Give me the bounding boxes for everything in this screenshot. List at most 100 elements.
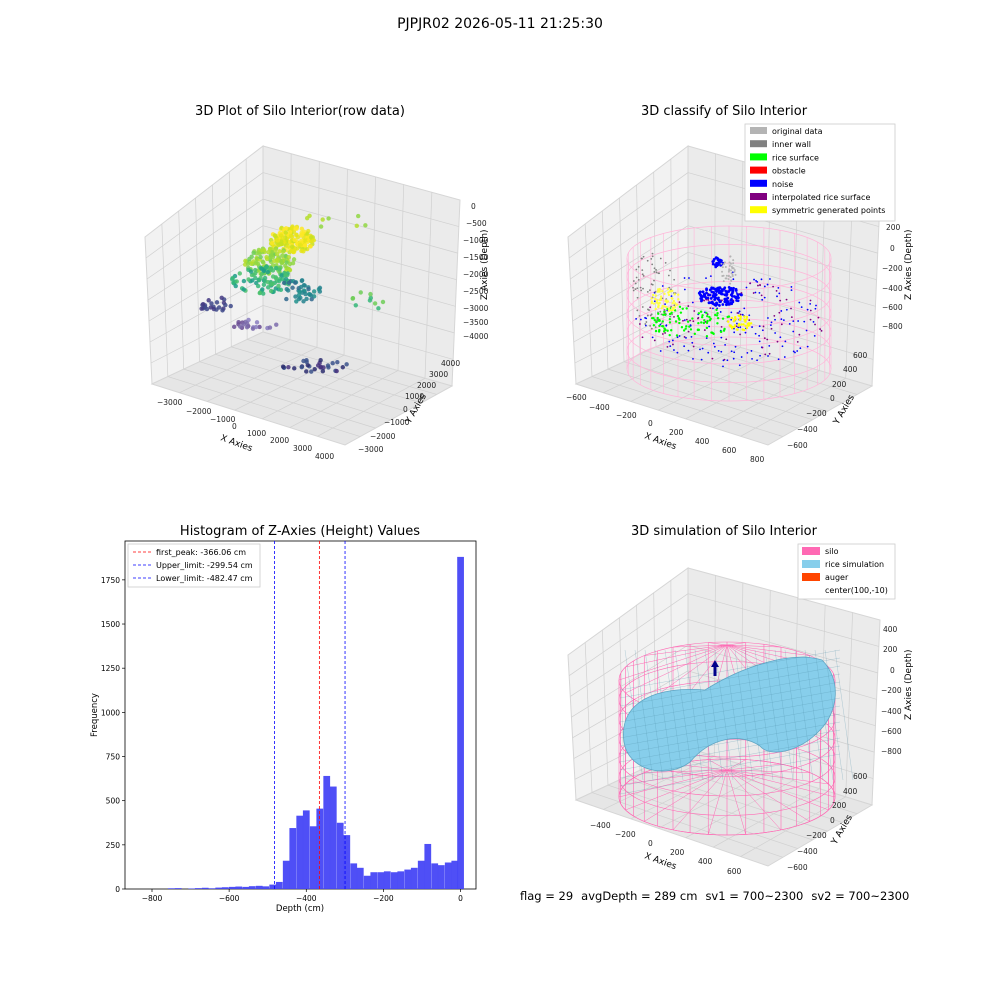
data-point: [302, 283, 307, 288]
data-point: [780, 318, 783, 321]
data-point: [668, 312, 672, 316]
data-point: [740, 323, 743, 326]
histogram-bar: [451, 860, 459, 889]
data-point: [261, 260, 266, 265]
data-point: [662, 330, 666, 333]
histogram-bar: [248, 886, 256, 889]
data-point: [707, 299, 710, 301]
data-point: [798, 301, 801, 304]
data-point: [657, 319, 660, 322]
data-point: [671, 297, 674, 300]
data-point: [726, 320, 730, 323]
data-point: [732, 262, 735, 265]
data-point: [671, 289, 674, 293]
data-point: [753, 278, 755, 281]
legend-label: original data: [772, 127, 823, 136]
data-point: [277, 267, 282, 272]
x-tick: −400: [589, 403, 610, 412]
data-point: [722, 287, 726, 291]
data-point: [237, 271, 242, 276]
data-point: [720, 262, 723, 265]
data-point: [729, 276, 732, 279]
data-point: [690, 335, 693, 338]
data-point: [700, 316, 704, 319]
data-point: [754, 332, 757, 335]
data-point: [269, 250, 275, 255]
histogram-bar: [424, 843, 432, 889]
data-point: [746, 351, 749, 354]
data-point: [676, 351, 679, 354]
data-point: [780, 310, 783, 312]
data-point: [717, 349, 720, 352]
data-point: [223, 302, 228, 308]
y-tick: 1000: [101, 708, 120, 717]
data-point: [700, 298, 704, 302]
data-point: [725, 303, 729, 306]
data-point: [729, 255, 732, 258]
data-point: [644, 323, 647, 325]
data-point: [796, 350, 799, 352]
data-point: [639, 318, 642, 321]
data-point: [751, 326, 753, 328]
data-point: [736, 293, 740, 297]
data-point: [304, 359, 309, 365]
z-tick: −600: [881, 727, 902, 736]
data-point: [639, 286, 642, 289]
data-point: [720, 325, 723, 328]
sv1-text: sv1 = 700~2300: [705, 889, 804, 903]
data-point: [673, 305, 677, 309]
data-point: [820, 329, 823, 332]
y-tick: −3000: [358, 445, 384, 454]
data-point: [739, 313, 742, 316]
data-point: [761, 298, 764, 301]
data-point: [733, 318, 736, 321]
data-point: [718, 286, 722, 290]
data-point: [716, 257, 720, 261]
data-point: [304, 296, 309, 302]
data-point: [728, 269, 731, 272]
histogram-bar: [201, 887, 209, 889]
data-point: [648, 309, 650, 311]
data-point: [637, 265, 640, 268]
z-tick: −1500: [463, 253, 489, 262]
data-point: [697, 312, 701, 315]
data-point: [728, 264, 731, 267]
data-point: [653, 339, 656, 342]
data-point: [248, 269, 254, 274]
data-point: [785, 308, 788, 311]
data-point: [737, 312, 740, 314]
data-point: [706, 296, 710, 300]
data-point: [216, 305, 222, 310]
data-point: [724, 277, 727, 280]
y-tick: 0: [403, 405, 408, 414]
auger-marker: [711, 660, 719, 676]
data-point: [267, 325, 273, 330]
data-point: [721, 274, 724, 277]
data-point: [660, 306, 663, 310]
data-point: [283, 276, 289, 282]
data-point: [264, 264, 269, 269]
data-point: [726, 300, 730, 304]
data-point: [814, 323, 816, 326]
data-point: [302, 243, 308, 248]
data-point: [666, 287, 670, 291]
data-point: [721, 317, 725, 320]
data-point: [372, 301, 378, 306]
data-point: [283, 272, 288, 278]
legend-swatch: [750, 166, 767, 174]
data-point: [308, 293, 314, 298]
legend-swatch: [750, 140, 767, 148]
data-point: [730, 291, 734, 295]
data-point: [711, 262, 715, 266]
data-point: [675, 303, 678, 306]
data-point: [672, 299, 676, 303]
data-point: [244, 321, 250, 326]
data-point: [268, 282, 273, 287]
data-point: [275, 257, 280, 262]
data-point: [716, 311, 719, 315]
histogram-bar: [316, 808, 324, 889]
data-point: [635, 317, 638, 320]
data-point: [243, 258, 248, 264]
histogram-bar: [255, 885, 263, 889]
data-point: [715, 314, 719, 317]
